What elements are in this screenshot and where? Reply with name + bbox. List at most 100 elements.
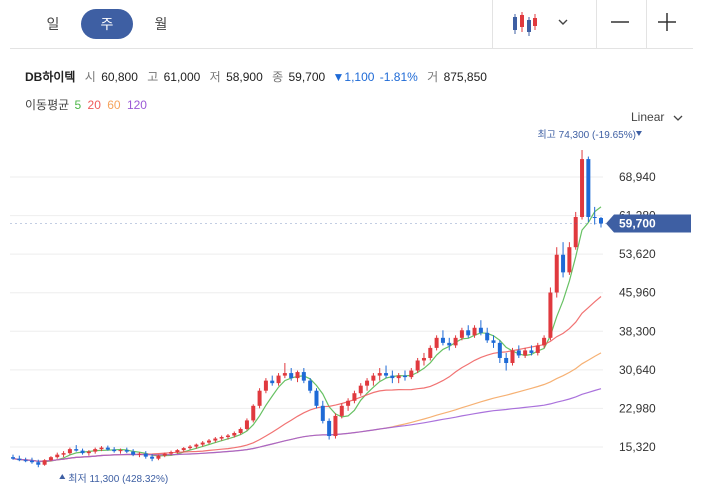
low-annotation: 최저 11,300 (428.32%) xyxy=(68,473,168,485)
y-tick-label: 45,960 xyxy=(619,286,656,300)
ma-120-label: 120 xyxy=(126,98,147,112)
candle-body xyxy=(396,375,401,379)
chart-type-button[interactable] xyxy=(507,8,539,40)
zoom-in-button[interactable] xyxy=(652,8,684,40)
candle-body xyxy=(48,457,53,461)
chart-type-dropdown[interactable] xyxy=(552,8,584,40)
y-tick-label: 15,320 xyxy=(619,440,656,454)
candle-body xyxy=(535,345,540,353)
tab-daily[interactable]: 일 xyxy=(46,16,60,32)
candle-body xyxy=(282,373,287,376)
toolbar-divider xyxy=(646,0,647,48)
candle-body xyxy=(225,435,230,438)
candle-body xyxy=(516,350,521,356)
scale-select[interactable]: Linear xyxy=(631,110,684,124)
candle-body xyxy=(251,405,256,421)
candle-body xyxy=(86,451,91,454)
candle-body xyxy=(592,216,597,218)
high-label: 고 xyxy=(147,70,159,84)
candle-body xyxy=(295,372,300,379)
candle-body xyxy=(472,327,477,336)
candle-body xyxy=(523,350,528,356)
chevron-down-icon xyxy=(673,115,683,121)
candle-body xyxy=(529,350,534,353)
volume-value: 875,850 xyxy=(443,70,487,84)
y-tick-label: 68,940 xyxy=(619,170,656,184)
current-price-label: 59,700 xyxy=(619,217,656,231)
moving-average-label: 이동평균 xyxy=(25,98,70,112)
low-marker-icon xyxy=(59,474,66,479)
ma-60-label: 60 xyxy=(107,98,121,112)
candle-body xyxy=(358,385,363,394)
candle-body xyxy=(244,420,249,429)
candle-body xyxy=(93,449,98,452)
candle-body xyxy=(384,373,389,376)
candle-body xyxy=(447,342,452,346)
ma-5-label: 5 xyxy=(74,98,82,112)
candle-body xyxy=(421,357,426,361)
high-marker-icon xyxy=(635,131,642,137)
candle-body xyxy=(542,337,547,346)
ma-5-line xyxy=(12,206,602,463)
change-percent: -1.81% xyxy=(379,70,418,84)
candle-body xyxy=(162,453,167,456)
candle-body xyxy=(548,292,553,338)
chevron-down-icon xyxy=(558,19,568,25)
candle-body xyxy=(156,455,161,459)
scale-select-label: Linear xyxy=(631,110,665,124)
candle-body xyxy=(327,420,332,437)
candle-body xyxy=(346,400,351,406)
candle-body xyxy=(365,380,370,386)
y-tick-label: 30,640 xyxy=(619,363,656,377)
open-value: 60,800 xyxy=(101,70,138,84)
candle-body xyxy=(377,373,382,376)
candle-body xyxy=(580,159,585,217)
candle-body xyxy=(263,380,268,391)
stock-name: DB하이텍 xyxy=(25,70,76,84)
candle-body xyxy=(599,217,603,224)
candle-body xyxy=(200,442,205,445)
candle-body xyxy=(301,372,306,381)
zoom-out-button[interactable] xyxy=(605,8,637,40)
candle-body xyxy=(11,457,15,459)
candle-body xyxy=(567,247,572,273)
candle-body xyxy=(491,340,496,343)
candle-body xyxy=(188,446,193,449)
candle-body xyxy=(169,452,174,454)
candle-body xyxy=(181,448,186,451)
candle-body xyxy=(23,460,28,462)
candle-body xyxy=(61,453,66,455)
candle-body xyxy=(143,453,148,457)
toolbar-divider xyxy=(492,0,493,48)
toolbar-divider xyxy=(596,0,597,48)
period-tabs: 일 주 월 xyxy=(0,0,703,48)
candle-body xyxy=(352,393,357,401)
tab-weekly[interactable]: 주 xyxy=(81,9,133,39)
candle-body xyxy=(561,254,566,273)
candle-body xyxy=(504,357,509,364)
candle-body xyxy=(29,460,34,463)
high-value: 61,000 xyxy=(163,70,201,84)
moving-average-legend: 이동평균 5 20 60 120 xyxy=(25,96,150,113)
candle-body xyxy=(403,375,407,378)
candle-body xyxy=(573,216,578,248)
ma-60-line xyxy=(12,352,602,462)
volume-label: 거 xyxy=(427,70,439,84)
candle-body xyxy=(105,447,110,450)
candle-body xyxy=(74,449,79,451)
tab-monthly[interactable]: 월 xyxy=(154,16,168,32)
candle-body xyxy=(453,337,458,346)
candle-body xyxy=(440,337,445,343)
toolbar-bottom-border xyxy=(10,48,693,49)
candle-body xyxy=(459,330,464,338)
open-label: 시 xyxy=(84,70,96,84)
candle-body xyxy=(42,460,47,465)
candle-body xyxy=(320,405,325,421)
candlestick-icon xyxy=(513,12,537,36)
close-value: 59,700 xyxy=(288,70,326,84)
y-tick-label: 53,620 xyxy=(619,247,656,261)
change-value: ▼1,100 xyxy=(332,70,375,84)
candle-body xyxy=(485,332,490,341)
candle-body xyxy=(289,373,294,379)
